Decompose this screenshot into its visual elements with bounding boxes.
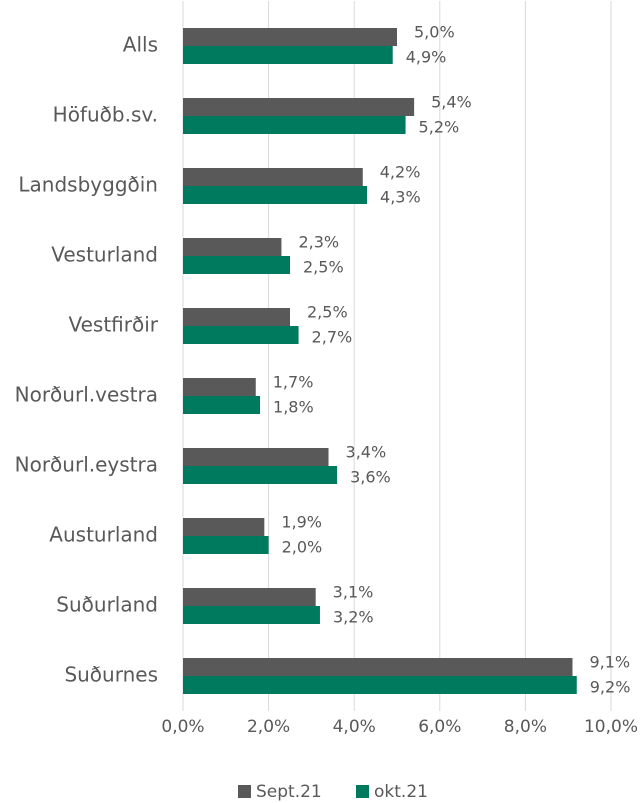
- bar: [183, 536, 269, 554]
- bar: [183, 588, 316, 606]
- bar: [183, 466, 338, 484]
- bar: [183, 238, 282, 256]
- value-label: 4,3%: [380, 188, 421, 207]
- value-label: 2,5%: [303, 258, 344, 277]
- y-tick-label: Vesturland: [51, 243, 158, 267]
- value-label: 3,1%: [333, 583, 374, 602]
- value-label: 2,5%: [307, 303, 348, 322]
- value-label: 1,8%: [273, 398, 314, 417]
- bar: [183, 658, 573, 676]
- y-tick-label: Höfuðb.sv.: [53, 103, 158, 127]
- bar: [183, 256, 290, 274]
- bar: [183, 448, 329, 466]
- bar: [183, 46, 393, 64]
- bar: [183, 186, 368, 204]
- y-tick-label: Norðurl.vestra: [15, 383, 158, 407]
- value-label: 1,9%: [281, 513, 322, 532]
- legend-label: Sept.21: [256, 782, 322, 802]
- bar: [183, 676, 577, 694]
- y-tick-label: Norðurl.eystra: [15, 453, 158, 477]
- bar: [183, 98, 415, 116]
- x-tick-label: 6,0%: [418, 717, 461, 737]
- value-label: 9,2%: [590, 678, 631, 697]
- y-tick-label: Suðurland: [56, 593, 158, 617]
- value-label: 9,1%: [589, 653, 630, 672]
- bar: [183, 28, 397, 46]
- value-label: 5,4%: [431, 93, 472, 112]
- value-label: 4,2%: [380, 163, 421, 182]
- bar: [183, 116, 406, 134]
- bar: [183, 308, 290, 326]
- y-tick-label: Austurland: [49, 523, 158, 547]
- x-tick-label: 4,0%: [333, 717, 376, 737]
- value-label: 3,4%: [346, 443, 387, 462]
- bar: [183, 326, 299, 344]
- value-label: 2,3%: [298, 233, 339, 252]
- value-label: 2,7%: [312, 328, 353, 347]
- value-label: 2,0%: [282, 538, 323, 557]
- value-label: 3,6%: [350, 468, 391, 487]
- bar: [183, 378, 256, 396]
- value-label: 5,2%: [419, 118, 460, 137]
- bar: [183, 168, 363, 186]
- x-tick-label: 2,0%: [247, 717, 290, 737]
- value-label: 5,0%: [414, 23, 455, 42]
- x-tick-label: 8,0%: [504, 717, 547, 737]
- value-label: 3,2%: [333, 608, 374, 627]
- x-tick-label: 10,0%: [584, 717, 638, 737]
- x-tick-label: 0,0%: [161, 717, 204, 737]
- y-tick-label: Suðurnes: [64, 663, 158, 687]
- y-tick-label: Alls: [123, 33, 158, 57]
- value-label: 4,9%: [406, 48, 447, 67]
- bar: [183, 396, 261, 414]
- legend-swatch: [238, 785, 251, 798]
- y-tick-label: Vestfirðir: [68, 313, 158, 337]
- value-label: 1,7%: [273, 373, 314, 392]
- y-tick-label: Landsbyggðin: [18, 173, 158, 197]
- bar: [183, 518, 265, 536]
- legend-label: okt.21: [374, 782, 428, 802]
- legend-swatch: [356, 785, 369, 798]
- bar: [183, 606, 320, 624]
